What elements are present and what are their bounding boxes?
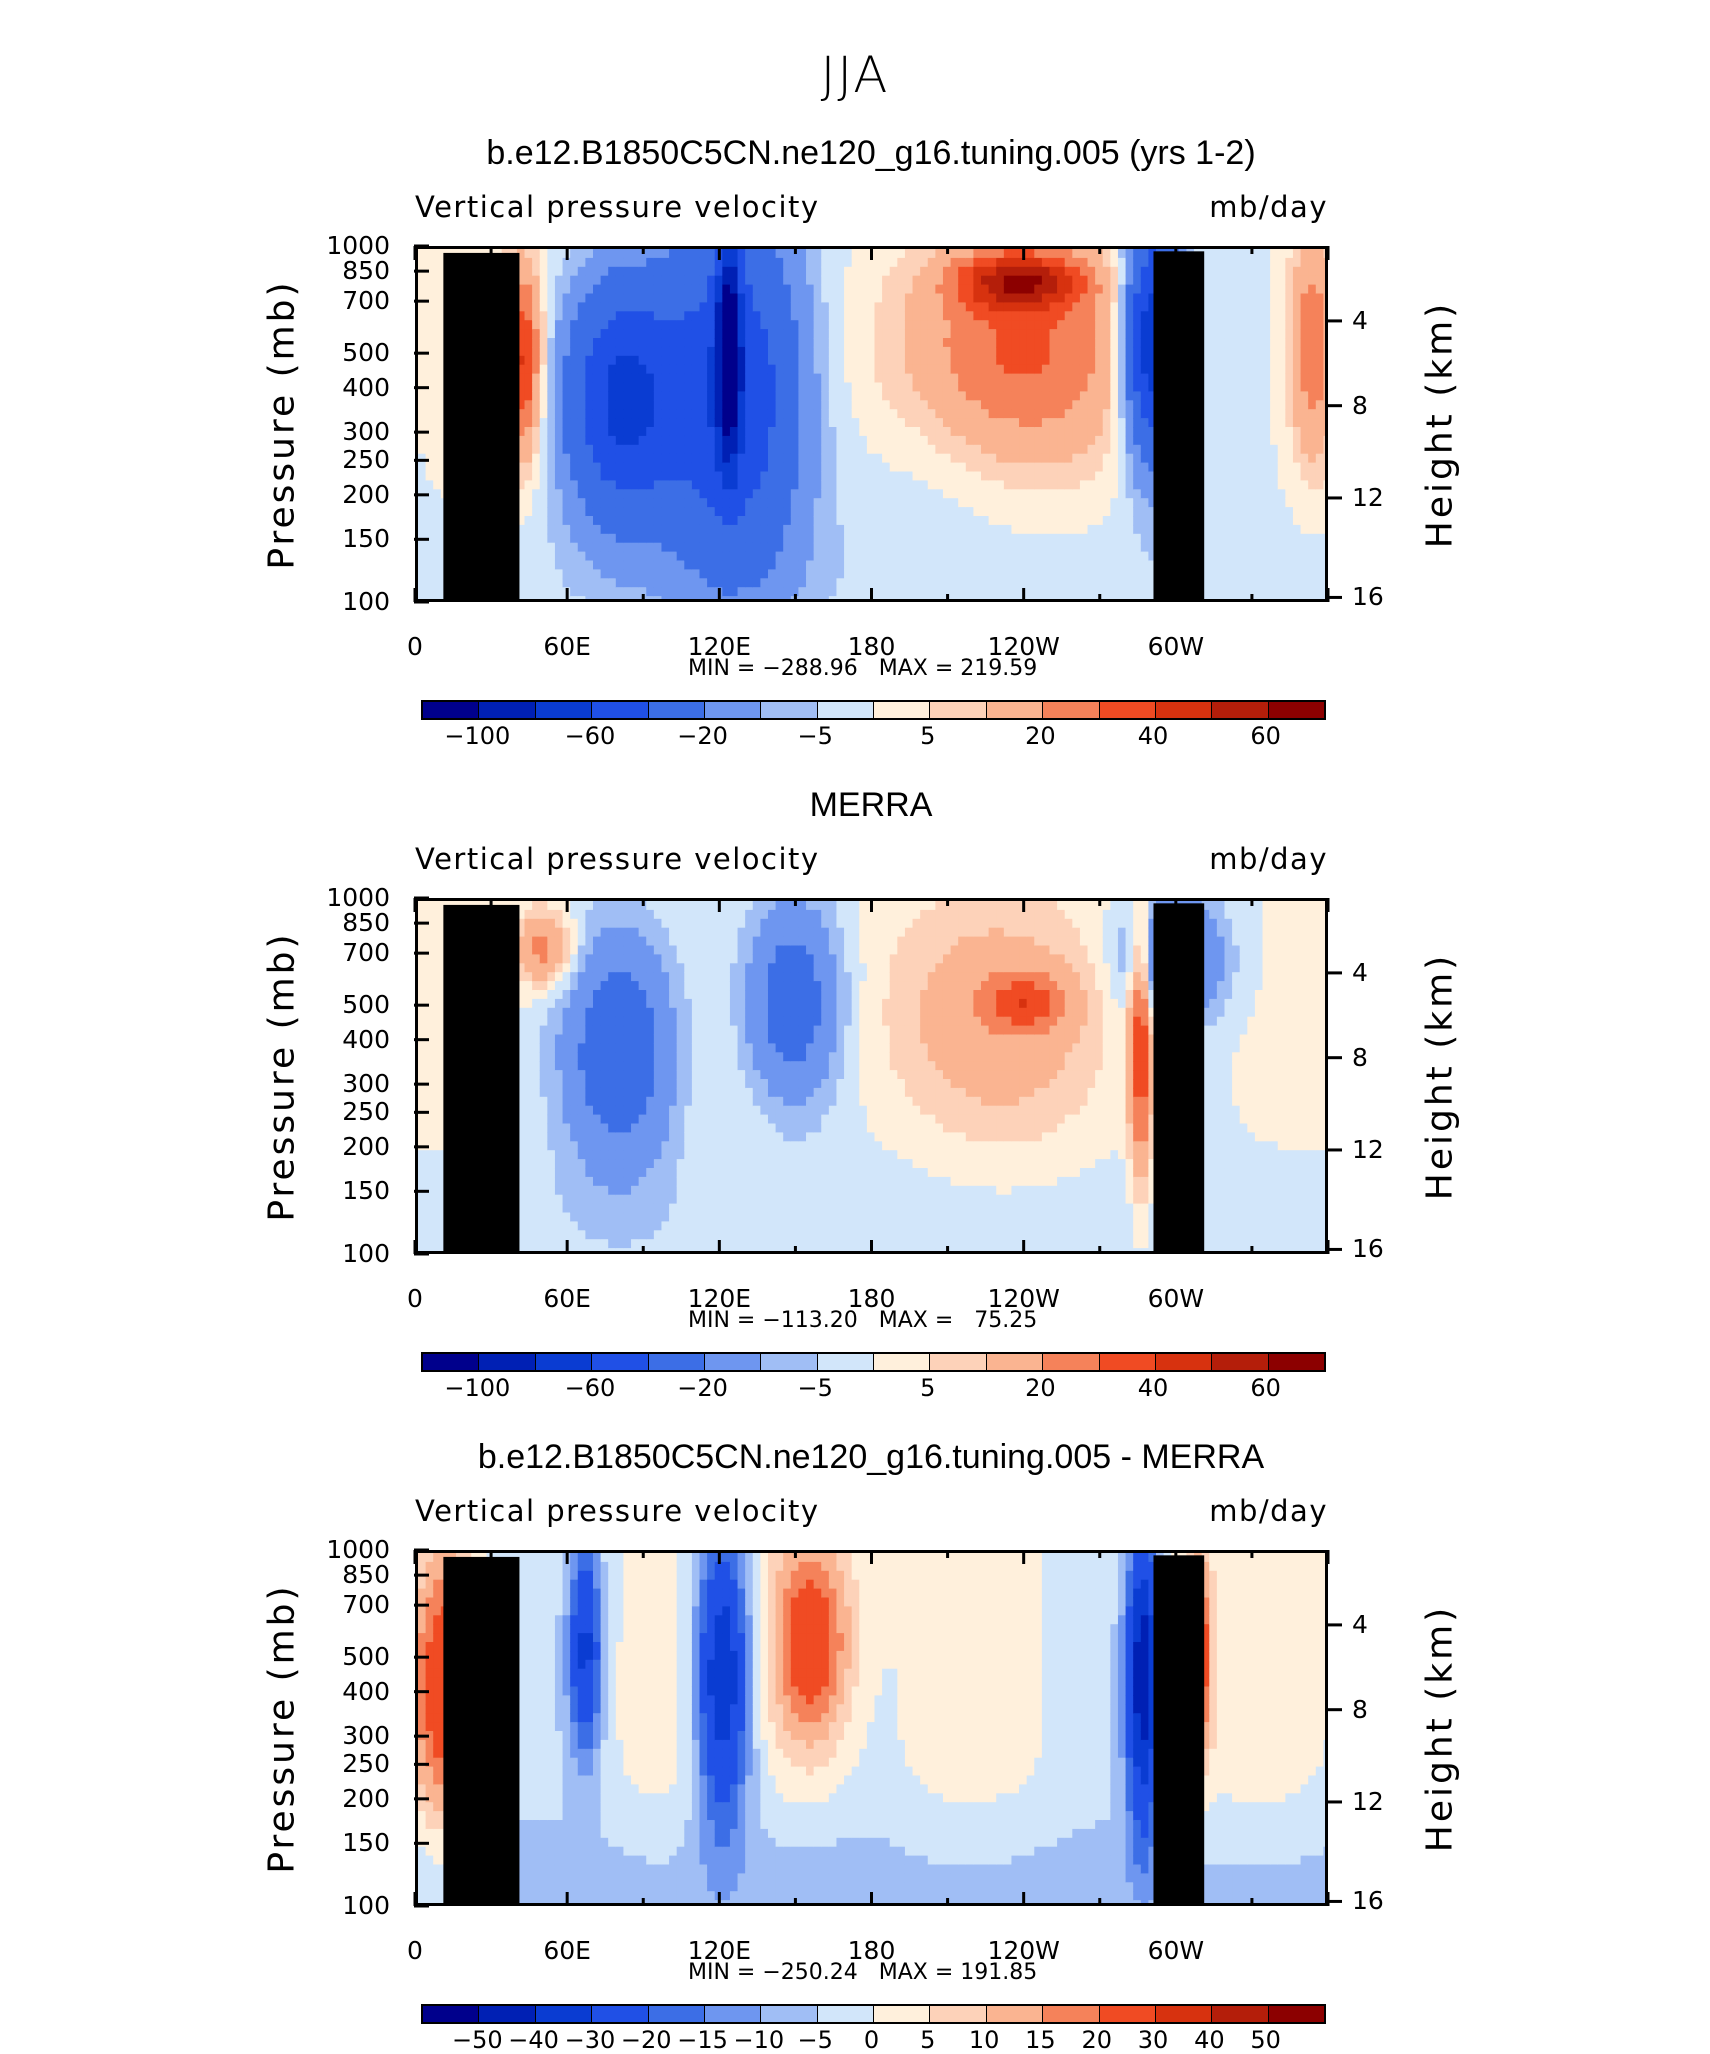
colorbar-swatch bbox=[1156, 702, 1212, 718]
min-max-label: MIN = −288.96 MAX = 219.59 bbox=[688, 656, 1037, 681]
colorbar-swatch bbox=[761, 702, 817, 718]
colorbar-swatch bbox=[1043, 702, 1099, 718]
pressure-tick-label: 100 bbox=[280, 587, 390, 616]
pressure-tick-label: 200 bbox=[280, 480, 390, 509]
axis-ticks bbox=[0, 246, 1710, 662]
colorbar-swatch bbox=[818, 702, 874, 718]
colorbar-swatch bbox=[1212, 702, 1268, 718]
height-tick-label: 16 bbox=[1352, 582, 1384, 611]
colorbar-label: −60 bbox=[550, 722, 630, 750]
units-label: mb/day bbox=[1209, 842, 1328, 876]
pressure-tick-label: 250 bbox=[280, 445, 390, 474]
pressure-tick-label: 300 bbox=[280, 417, 390, 446]
height-tick-label: 4 bbox=[1352, 306, 1368, 335]
colorbar-swatch bbox=[479, 702, 535, 718]
colorbar-label: −20 bbox=[663, 722, 743, 750]
colorbar-label: 20 bbox=[1000, 722, 1080, 750]
colorbar-swatch bbox=[649, 702, 705, 718]
colorbar-swatch bbox=[423, 702, 479, 718]
pressure-tick-label: 700 bbox=[280, 286, 390, 315]
variable-label: Vertical pressure velocity bbox=[415, 842, 820, 876]
colorbar-swatch bbox=[592, 702, 648, 718]
colorbar-label: 60 bbox=[1226, 722, 1306, 750]
colorbar-swatch bbox=[705, 702, 761, 718]
pressure-tick-label: 500 bbox=[280, 338, 390, 367]
panel-title: b.e12.B1850C5CN.ne120_g16.tuning.005 (yr… bbox=[0, 134, 1710, 173]
pressure-tick-label: 1000 bbox=[280, 231, 390, 260]
height-tick-label: 12 bbox=[1352, 483, 1384, 512]
colorbar-swatch bbox=[930, 702, 986, 718]
variable-label: Vertical pressure velocity bbox=[415, 190, 820, 224]
colorbar-swatch bbox=[874, 702, 930, 718]
height-tick-label: 8 bbox=[1352, 391, 1368, 420]
colorbar bbox=[421, 700, 1326, 720]
pressure-tick-label: 400 bbox=[280, 373, 390, 402]
lon-tick-label: 60W bbox=[1121, 632, 1231, 661]
colorbar-label: 5 bbox=[888, 722, 968, 750]
lon-tick-label: 0 bbox=[360, 632, 470, 661]
colorbar-label: −100 bbox=[437, 722, 517, 750]
units-label: mb/day bbox=[1209, 190, 1328, 224]
pressure-tick-label: 150 bbox=[280, 524, 390, 553]
pressure-tick-label: 850 bbox=[280, 256, 390, 285]
colorbar-swatch bbox=[536, 702, 592, 718]
colorbar-label: 40 bbox=[1113, 722, 1193, 750]
colorbar-label: −5 bbox=[775, 722, 855, 750]
panel-title: MERRA bbox=[0, 786, 1710, 825]
colorbar-swatch bbox=[1100, 702, 1156, 718]
colorbar-swatch bbox=[1269, 702, 1324, 718]
lon-tick-label: 60E bbox=[512, 632, 622, 661]
figure-title: JJA bbox=[0, 46, 1710, 104]
colorbar-swatch bbox=[987, 702, 1043, 718]
